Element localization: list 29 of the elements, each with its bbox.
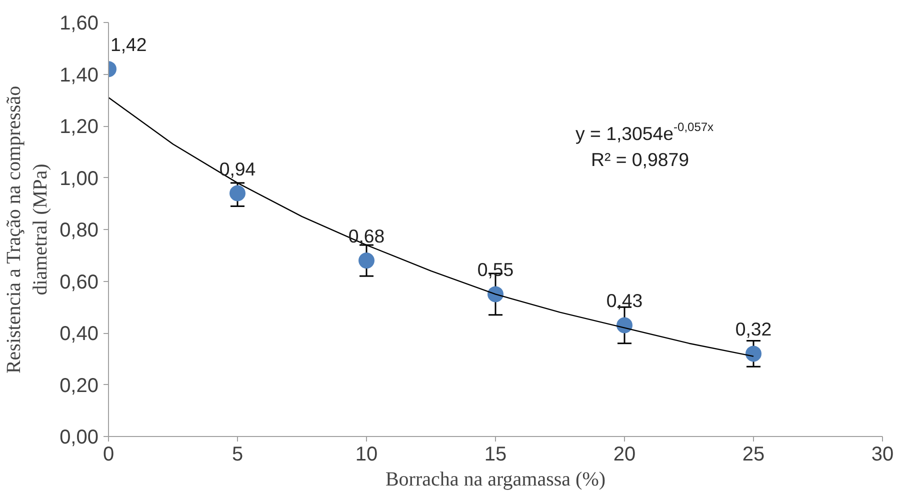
data-label: 0,94 <box>219 158 256 180</box>
point <box>230 185 246 202</box>
point <box>746 346 762 362</box>
y-tick-label: 1,00 <box>60 168 99 190</box>
y-tick-label: 0,20 <box>60 374 99 397</box>
y-tick-label: 0,40 <box>60 323 99 345</box>
point <box>616 317 632 334</box>
y-tick-label: 0,80 <box>60 220 99 242</box>
x-tick-label: 0 <box>102 444 114 466</box>
y-axis-title: Resistencia a Tração na compressão diametral (MPa) <box>3 86 52 374</box>
data-label: 0,43 <box>606 290 643 312</box>
annotation: R² = 0,9879 <box>590 148 689 170</box>
data-label: 0,32 <box>735 318 772 340</box>
x-tick-label: 15 <box>484 444 507 466</box>
point <box>358 252 374 269</box>
x-tick-label: 25 <box>742 444 765 466</box>
x-tick-label: 20 <box>613 444 636 466</box>
x-axis-title: Borracha na argamassa (%) <box>385 468 606 490</box>
y-tick-label: 1,40 <box>60 64 99 86</box>
data-label: 1,42 <box>110 34 147 56</box>
x-tick-label: 5 <box>232 444 244 466</box>
y-tick-label: 0,00 <box>60 426 99 448</box>
x-tick-label: 30 <box>871 444 894 466</box>
x-tick-label: 10 <box>355 444 378 466</box>
y-tick-label: 1,60 <box>60 12 99 34</box>
data-label: 0,55 <box>477 259 514 280</box>
data-label: 0,68 <box>348 226 385 247</box>
y-tick-label: 0,60 <box>60 271 99 294</box>
y-tick-label: 1,20 <box>60 116 99 138</box>
